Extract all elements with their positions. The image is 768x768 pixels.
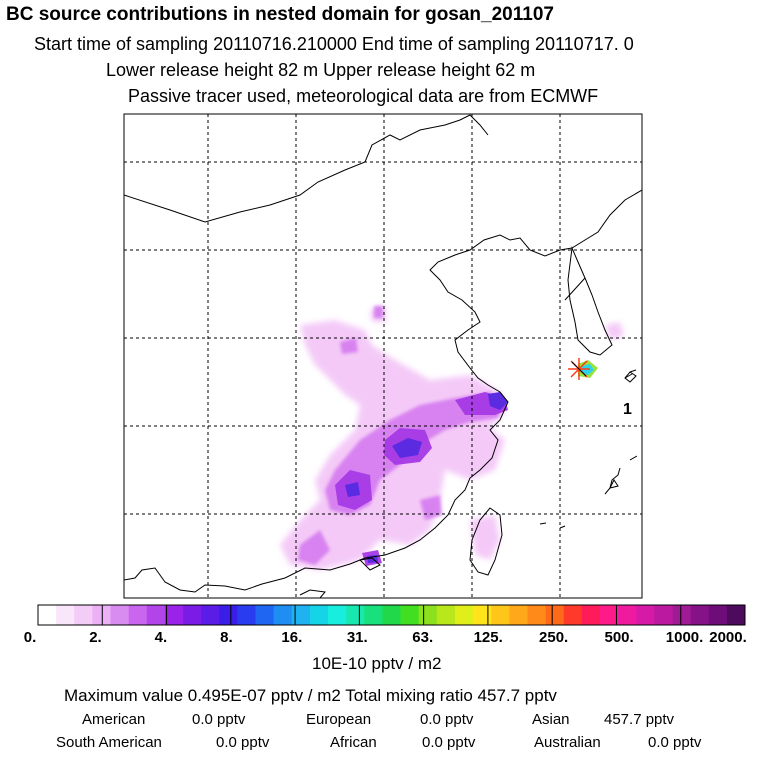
sampling-time-line: Start time of sampling 20110716.210000 E… bbox=[34, 34, 634, 54]
colorbar-swatch bbox=[237, 605, 256, 625]
colorbar-swatch bbox=[74, 605, 93, 625]
colorbar-swatch bbox=[291, 605, 311, 625]
colorbar-swatch bbox=[382, 605, 401, 625]
colorbar-swatch bbox=[454, 605, 474, 625]
map-frame bbox=[123, 113, 643, 599]
colorbar-swatch bbox=[146, 605, 166, 625]
colorbar-swatch bbox=[219, 605, 238, 625]
colorbar-swatch bbox=[128, 605, 148, 625]
colorbar-swatch bbox=[201, 605, 220, 625]
colorbar-tick-label: 31. bbox=[346, 629, 368, 646]
region-value: 0.0 pptv bbox=[420, 711, 474, 728]
maximum-value-line: Maximum value 0.495E-07 pptv / m2 Total … bbox=[64, 686, 557, 705]
colorbar-tick-label: 63. bbox=[412, 629, 434, 646]
colorbar-swatch bbox=[56, 605, 75, 625]
tracer-info-line: Passive tracer used, meteorological data… bbox=[128, 86, 599, 106]
receptor-label: 1 bbox=[623, 401, 632, 418]
region-name: American bbox=[82, 711, 146, 728]
receptor-marker bbox=[568, 358, 598, 380]
colorbar-swatch bbox=[581, 605, 601, 625]
colorbar-tick-label: 250. bbox=[539, 629, 569, 646]
colorbar-frame bbox=[37, 604, 746, 626]
region-name: European bbox=[306, 711, 372, 728]
colorbar-swatch bbox=[273, 605, 293, 625]
colorbar-tick-label: 4. bbox=[154, 629, 168, 646]
colorbar-swatch bbox=[672, 605, 691, 625]
region-value: 0.0 pptv bbox=[192, 711, 246, 728]
colorbar-swatch bbox=[110, 605, 129, 625]
region-name: African bbox=[330, 734, 377, 751]
colorbar-swatch bbox=[364, 605, 383, 625]
colorbar-swatch bbox=[726, 605, 746, 625]
colorbar-tick-label: 0. bbox=[23, 629, 37, 646]
colorbar-swatch bbox=[636, 605, 655, 625]
colorbar-swatch bbox=[563, 605, 583, 625]
colorbar-swatch bbox=[654, 605, 673, 625]
graticule bbox=[124, 114, 642, 598]
colorbar-tick-label: 8. bbox=[220, 629, 233, 646]
colorbar-swatch bbox=[618, 605, 637, 625]
colorbar-swatch bbox=[473, 605, 492, 625]
region-value: 457.7 pptv bbox=[604, 711, 675, 728]
colorbar-swatch bbox=[400, 605, 419, 625]
colorbar-swatch bbox=[92, 605, 111, 625]
colorbar-tick-label: 2. bbox=[89, 629, 102, 646]
colorbar-swatch bbox=[491, 605, 510, 625]
colorbar-tick-label: 125. bbox=[473, 629, 503, 646]
colorbar-unit: 10E-10 pptv / m2 bbox=[312, 654, 442, 673]
colorbar-swatch bbox=[255, 605, 274, 625]
colorbar-swatch bbox=[545, 605, 565, 625]
coastlines bbox=[124, 114, 642, 598]
colorbar-swatch bbox=[38, 605, 57, 625]
colorbar-swatch bbox=[708, 605, 728, 625]
region-value: 0.0 pptv bbox=[422, 734, 476, 751]
colorbar-swatch bbox=[346, 605, 365, 625]
colorbar-tick-label: 500. bbox=[604, 629, 634, 646]
region-name: South American bbox=[56, 734, 162, 751]
colorbar-swatch bbox=[509, 605, 528, 625]
colorbar-swatch bbox=[164, 605, 184, 625]
colorbar-swatch bbox=[599, 605, 619, 625]
colorbar-swatch bbox=[436, 605, 456, 625]
release-height-line: Lower release height 82 m Upper release … bbox=[106, 60, 536, 80]
colorbar-tick-label: 1000. bbox=[665, 629, 704, 646]
colorbar-tick-label: 16. bbox=[281, 629, 303, 646]
region-name: Asian bbox=[532, 711, 570, 728]
colorbar-swatch bbox=[328, 605, 347, 625]
colorbar-swatch bbox=[309, 605, 329, 625]
colorbar bbox=[37, 604, 746, 626]
colorbar-swatch bbox=[527, 605, 546, 625]
page-title: BC source contributions in nested domain… bbox=[6, 4, 554, 25]
colorbar-swatch bbox=[183, 605, 202, 625]
region-value: 0.0 pptv bbox=[648, 734, 702, 751]
colorbar-swatch bbox=[418, 605, 438, 625]
region-name: Australian bbox=[534, 734, 601, 751]
region-value: 0.0 pptv bbox=[216, 734, 270, 751]
plume-light-area bbox=[280, 305, 624, 570]
colorbar-tick-label: 2000. bbox=[709, 629, 747, 646]
colorbar-swatch bbox=[690, 605, 710, 625]
